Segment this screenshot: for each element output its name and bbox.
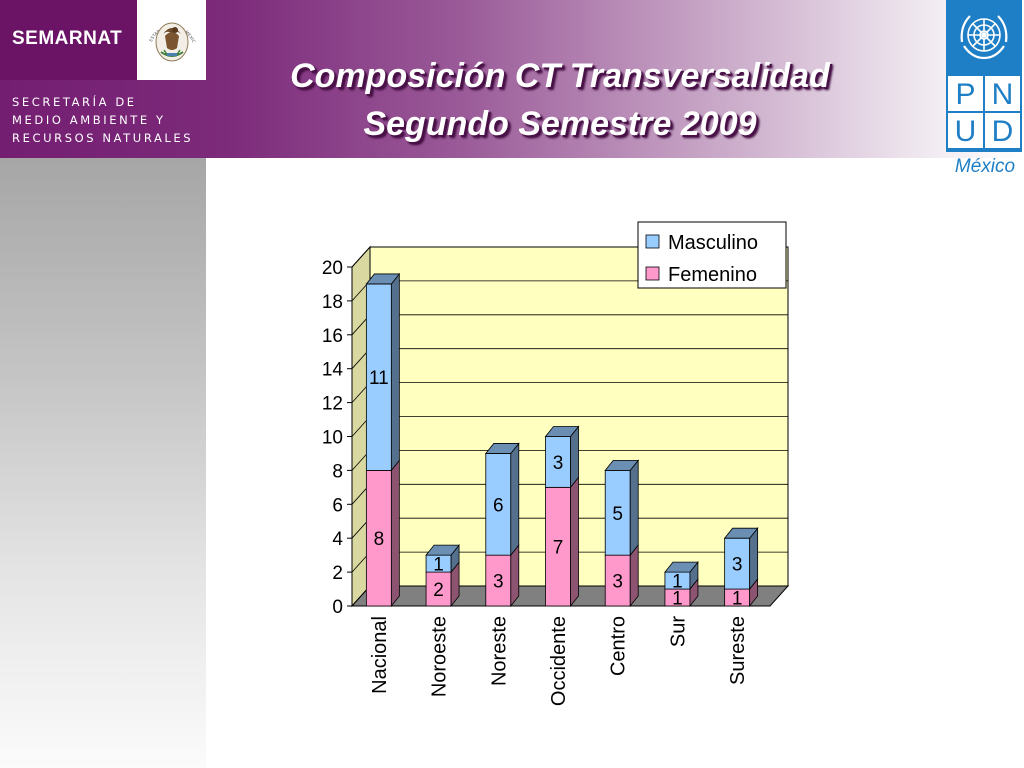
pnud-letter-p: P [955, 78, 975, 111]
y-tick-label: 4 [332, 529, 343, 550]
data-label: 1 [672, 572, 683, 593]
bar-top [425, 544, 460, 556]
bar-segment-masculino [724, 537, 751, 590]
x-tick-label: Centro [608, 616, 630, 676]
x-tick-label: Occidente [548, 616, 570, 706]
legend: Masculino Femenino [637, 221, 787, 289]
pnud-letter-u: U [955, 115, 977, 148]
y-tick-label: 18 [322, 292, 343, 313]
bar-side-masculino [510, 442, 520, 557]
data-label: 3 [553, 453, 564, 474]
semarnat-logo-text: SEMARNAT [12, 28, 123, 49]
bar-segment-femenino [485, 554, 512, 607]
y-tick-label: 10 [322, 428, 343, 449]
data-label: 7 [553, 538, 564, 559]
bar-side-masculino [390, 272, 400, 472]
legend-swatch-femenino [645, 266, 660, 281]
x-tick-label: Sur [667, 616, 689, 647]
bar-segment-masculino [365, 283, 392, 471]
legend-label: Masculino [668, 232, 758, 254]
secretaria-line: MEDIO AMBIENTE Y [12, 113, 166, 127]
data-label: 3 [493, 572, 504, 593]
x-tick-label: Noroeste [429, 616, 451, 697]
mexico-seal: ESTADOS UNIDOS MEXICANOS [135, 0, 206, 80]
semarnat-logo: SEMARNAT [0, 0, 137, 80]
x-tick-label: Sureste [727, 616, 749, 685]
data-label: 1 [672, 589, 683, 610]
bar-segment-masculino [485, 453, 512, 556]
bar-side-femenino [570, 476, 579, 608]
bar-top [365, 273, 401, 285]
un-emblem-icon [960, 15, 1008, 60]
y-tick-label: 6 [332, 495, 343, 516]
x-axis-labels: Nacional Noroeste Noreste Occidente Centro Su… [369, 616, 749, 706]
secretaria-line: SECRETARÍA DE [12, 95, 137, 109]
pnud-logo-graphic: P N U D México [946, 0, 1022, 177]
bar-segment-femenino [545, 486, 571, 607]
pnud-letter-d: D [992, 115, 1014, 148]
x-tick-label: Noreste [488, 616, 510, 686]
bar-top [544, 426, 580, 437]
data-label: 6 [493, 495, 504, 516]
y-tick-label: 14 [322, 360, 344, 381]
title-line-2: Segundo Semestre 2009 [363, 105, 757, 143]
bar-segment-femenino [604, 554, 631, 607]
legend-label: Femenino [668, 264, 757, 286]
y-tick-label: 2 [332, 563, 343, 584]
y-tick-label: 12 [322, 394, 343, 415]
data-label: 2 [433, 580, 444, 601]
y-tick-label: 0 [332, 597, 343, 618]
bar-segment-masculino [604, 469, 631, 556]
bar-segment-femenino [365, 469, 392, 607]
bar-top [664, 561, 699, 573]
secretaria-text: SECRETARÍA DE MEDIO AMBIENTE Y RECURSOS … [12, 93, 193, 147]
data-label: 1 [732, 589, 743, 610]
pnud-country: México [955, 156, 1015, 177]
bar-top [484, 443, 520, 454]
pnud-logo: P N U D México [946, 0, 1024, 178]
data-label: 8 [374, 529, 385, 550]
chart-walls [350, 245, 790, 608]
data-label: 3 [732, 555, 743, 576]
secretaria-line: RECURSOS NATURALES [12, 131, 194, 145]
y-tick-label: 16 [322, 326, 343, 347]
bar-top [604, 459, 640, 471]
data-label: 1 [433, 555, 444, 576]
bar-side-femenino [390, 459, 400, 608]
bar-side-masculino [629, 459, 639, 557]
data-label: 3 [612, 572, 623, 593]
bar-top [723, 527, 759, 539]
pnud-letter-n: N [992, 78, 1014, 111]
y-tick-label: 8 [332, 461, 343, 482]
data-label: 5 [612, 504, 623, 525]
gridline-side [351, 246, 371, 268]
legend-swatch-masculino [645, 234, 660, 249]
y-tick-label: 20 [322, 258, 343, 279]
x-tick-label: Nacional [369, 616, 391, 694]
data-label: 11 [369, 368, 389, 389]
legend-box [637, 221, 787, 289]
eagle-seal-icon: ESTADOS UNIDOS MEXICANOS [135, 0, 196, 62]
sidebar-gradient [0, 158, 206, 768]
slide-title: Composición CT Transversalidad Segundo S… [220, 52, 900, 148]
title-line-1: Composición CT Transversalidad [290, 57, 830, 95]
